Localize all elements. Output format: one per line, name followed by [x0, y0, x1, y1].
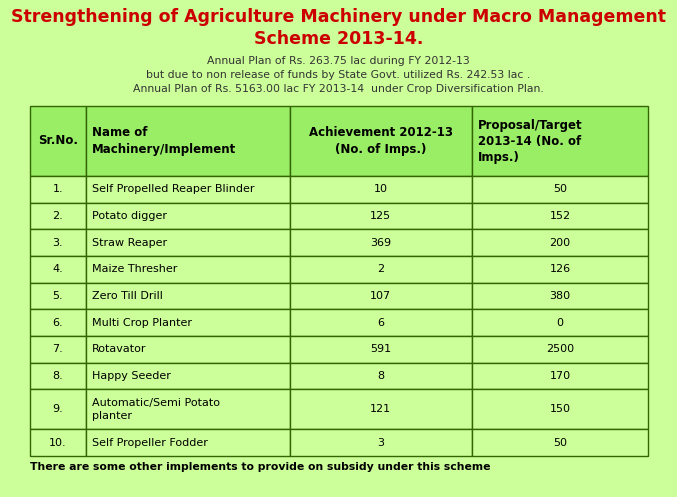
- Text: Straw Reaper: Straw Reaper: [91, 238, 167, 248]
- Text: 8: 8: [377, 371, 385, 381]
- Text: 10: 10: [374, 184, 388, 194]
- Text: 6: 6: [377, 318, 385, 328]
- Text: Scheme 2013-14.: Scheme 2013-14.: [254, 30, 423, 48]
- Text: 6.: 6.: [53, 318, 63, 328]
- Text: Sr.No.: Sr.No.: [38, 135, 78, 148]
- Text: 152: 152: [549, 211, 571, 221]
- Text: 2500: 2500: [546, 344, 574, 354]
- Text: 170: 170: [549, 371, 571, 381]
- Text: Happy Seeder: Happy Seeder: [91, 371, 171, 381]
- Text: 9.: 9.: [52, 405, 63, 414]
- Text: 126: 126: [549, 264, 571, 274]
- Text: 380: 380: [549, 291, 571, 301]
- Text: 8.: 8.: [52, 371, 63, 381]
- Text: 1.: 1.: [53, 184, 63, 194]
- Text: 369: 369: [370, 238, 391, 248]
- Text: Strengthening of Agriculture Machinery under Macro Management: Strengthening of Agriculture Machinery u…: [11, 8, 666, 26]
- Text: 591: 591: [370, 344, 391, 354]
- Text: Multi Crop Planter: Multi Crop Planter: [91, 318, 192, 328]
- Text: Potato digger: Potato digger: [91, 211, 167, 221]
- Text: 50: 50: [553, 438, 567, 448]
- Text: 3.: 3.: [53, 238, 63, 248]
- Text: 200: 200: [549, 238, 571, 248]
- Text: but due to non release of funds by State Govt. utilized Rs. 242.53 lac .: but due to non release of funds by State…: [146, 70, 531, 80]
- Text: Name of
Machinery/Implement: Name of Machinery/Implement: [91, 127, 236, 156]
- Text: 50: 50: [553, 184, 567, 194]
- Text: 121: 121: [370, 405, 391, 414]
- Text: Annual Plan of Rs. 5163.00 lac FY 2013-14  under Crop Diversification Plan.: Annual Plan of Rs. 5163.00 lac FY 2013-1…: [133, 84, 544, 94]
- Text: Achievement 2012-13
(No. of Imps.): Achievement 2012-13 (No. of Imps.): [309, 127, 453, 156]
- Text: There are some other implements to provide on subsidy under this scheme: There are some other implements to provi…: [30, 462, 491, 472]
- Text: Maize Thresher: Maize Thresher: [91, 264, 177, 274]
- Text: Zero Till Drill: Zero Till Drill: [91, 291, 162, 301]
- Text: Rotavator: Rotavator: [91, 344, 146, 354]
- Text: 2.: 2.: [52, 211, 63, 221]
- Text: Proposal/Target
2013-14 (No. of
Imps.): Proposal/Target 2013-14 (No. of Imps.): [478, 118, 582, 164]
- Text: 4.: 4.: [52, 264, 63, 274]
- Text: 125: 125: [370, 211, 391, 221]
- Text: Annual Plan of Rs. 263.75 lac during FY 2012-13: Annual Plan of Rs. 263.75 lac during FY …: [207, 56, 470, 66]
- Text: 5.: 5.: [53, 291, 63, 301]
- Text: 107: 107: [370, 291, 391, 301]
- Text: 0: 0: [556, 318, 563, 328]
- Text: 150: 150: [550, 405, 571, 414]
- Text: Self Propeller Fodder: Self Propeller Fodder: [91, 438, 207, 448]
- Text: Automatic/Semi Potato
planter: Automatic/Semi Potato planter: [91, 398, 219, 420]
- Text: Self Propelled Reaper Blinder: Self Propelled Reaper Blinder: [91, 184, 254, 194]
- Text: 7.: 7.: [52, 344, 63, 354]
- Text: 2: 2: [377, 264, 385, 274]
- Text: 3: 3: [377, 438, 385, 448]
- Text: 10.: 10.: [49, 438, 66, 448]
